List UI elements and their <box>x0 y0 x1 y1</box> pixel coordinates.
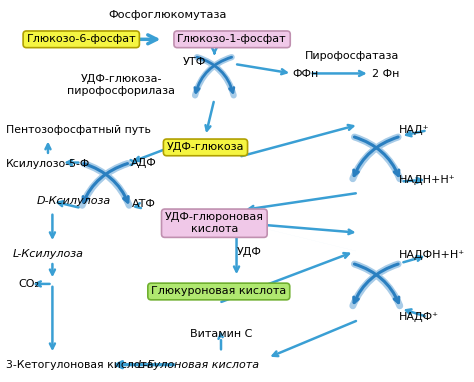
Text: Пентозофосфатный путь: Пентозофосфатный путь <box>6 125 151 135</box>
Text: 3-Кетогулоновая кислота: 3-Кетогулоновая кислота <box>6 360 153 370</box>
Text: Витамин С: Витамин С <box>190 329 252 339</box>
Text: 2 Фн: 2 Фн <box>372 69 399 79</box>
Text: Ксилулозо-5-Ф: Ксилулозо-5-Ф <box>6 159 90 170</box>
Text: НАД⁺: НАД⁺ <box>399 125 429 135</box>
Text: L-Гулоновая кислота: L-Гулоновая кислота <box>138 360 259 370</box>
Text: НАДФН+Н⁺: НАДФН+Н⁺ <box>399 251 465 261</box>
Text: АДФ: АДФ <box>130 157 156 168</box>
Text: УДФ: УДФ <box>237 247 261 257</box>
Text: НАДФ⁺: НАДФ⁺ <box>399 312 438 322</box>
Text: Глюкозо-1-фосфат: Глюкозо-1-фосфат <box>177 34 287 44</box>
Text: АТФ: АТФ <box>131 199 155 209</box>
Text: НАДН+Н⁺: НАДН+Н⁺ <box>399 175 455 185</box>
Text: УТФ: УТФ <box>182 57 206 67</box>
Text: УДФ-глюкоза: УДФ-глюкоза <box>167 142 244 152</box>
Text: УДФ-глюкоза-
пирофосфорилаза: УДФ-глюкоза- пирофосфорилаза <box>67 74 175 96</box>
Text: Фосфоглюкомутаза: Фосфоглюкомутаза <box>109 10 227 19</box>
Text: УДФ-глюроновая
кислота: УДФ-глюроновая кислота <box>165 212 264 234</box>
Text: Глюкозо-6-фосфат: Глюкозо-6-фосфат <box>27 34 136 44</box>
Text: Пирофосфатаза: Пирофосфатаза <box>305 51 399 62</box>
Text: CO₂: CO₂ <box>18 279 39 289</box>
Text: D-Ксилулоза: D-Ксилулоза <box>37 196 111 206</box>
Text: ФФн: ФФн <box>292 69 318 79</box>
Text: Глюкуроновая кислота: Глюкуроновая кислота <box>151 286 286 296</box>
Text: L-Ксилулоза: L-Ксилулоза <box>12 249 83 259</box>
